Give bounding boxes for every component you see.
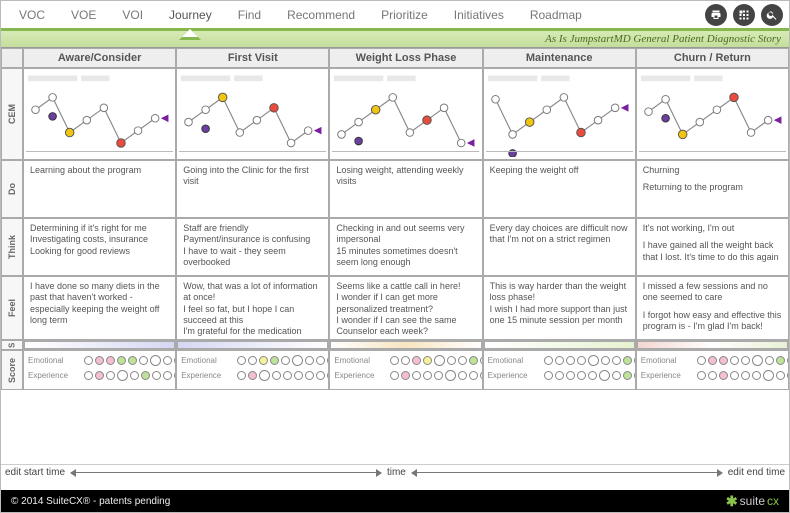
sense-cell-4 (636, 340, 789, 350)
footer: © 2014 SuiteCX® - patents pending ✱suite… (1, 490, 789, 512)
feel-cell-3[interactable]: This is way harder than the weight loss … (483, 276, 636, 340)
score-label-emo: Emotional (641, 354, 691, 367)
brand-logo: ✱suitecx (726, 493, 779, 510)
tab-initiatives[interactable]: Initiatives (442, 4, 516, 26)
col-head-3: Maintenance (483, 48, 636, 68)
time-label: time (387, 467, 406, 478)
edit-start-time[interactable]: edit start time (5, 467, 65, 478)
row-label-think: Think (1, 218, 23, 276)
tab-prioritize[interactable]: Prioritize (369, 4, 440, 26)
sense-cell-0 (23, 340, 176, 350)
feel-cell-0[interactable]: I have done so many diets in the past th… (23, 276, 176, 340)
tab-voi[interactable]: VOI (110, 4, 155, 26)
time-bar: edit start time time edit end time (1, 464, 789, 480)
score-label-emo: Emotional (181, 354, 231, 367)
row-label-do: Do (1, 160, 23, 218)
tab-voc[interactable]: VOC (7, 4, 57, 26)
edit-end-time[interactable]: edit end time (728, 467, 785, 478)
cem-cell-0[interactable] (23, 68, 176, 160)
sense-cell-1 (176, 340, 329, 350)
grid-corner (1, 48, 23, 68)
sense-cell-3 (483, 340, 636, 350)
story-title-band: As Is JumpstartMD General Patient Diagno… (1, 31, 789, 48)
do-cell-3[interactable]: Keeping the weight off (483, 160, 636, 218)
search-icon[interactable] (761, 4, 783, 26)
score-cell-2[interactable]: Emotional Experience (329, 350, 482, 390)
tab-roadmap[interactable]: Roadmap (518, 4, 594, 26)
do-cell-0[interactable]: Learning about the program (23, 160, 176, 218)
score-label-exp: Experience (488, 369, 538, 382)
think-cell-3[interactable]: Every day choices are difficult now that… (483, 218, 636, 276)
score-cell-1[interactable]: Emotional Experience (176, 350, 329, 390)
score-cell-0[interactable]: Emotional Experience (23, 350, 176, 390)
print-icon[interactable] (705, 4, 727, 26)
grid-icon[interactable] (733, 4, 755, 26)
feel-cell-4[interactable]: I missed a few sessions and no one seeme… (636, 276, 789, 340)
cem-cell-1[interactable] (176, 68, 329, 160)
journey-page: VOCVOEVOIJourneyFindRecommendPrioritizeI… (0, 0, 790, 513)
sense-cell-2 (329, 340, 482, 350)
timeline-line (71, 472, 381, 473)
do-cell-4[interactable]: ChurningReturning to the program (636, 160, 789, 218)
cem-cell-4[interactable] (636, 68, 789, 160)
tab-recommend[interactable]: Recommend (275, 4, 367, 26)
score-label-emo: Emotional (488, 354, 538, 367)
col-head-1: First Visit (176, 48, 329, 68)
score-label-exp: Experience (28, 369, 78, 382)
feel-cell-1[interactable]: Wow, that was a lot of information at on… (176, 276, 329, 340)
score-cell-3[interactable]: Emotional Experience (483, 350, 636, 390)
score-label-exp: Experience (181, 369, 231, 382)
row-label-score: Score (1, 350, 23, 390)
do-cell-2[interactable]: Losing weight, attending weekly visits (329, 160, 482, 218)
cem-cell-3[interactable] (483, 68, 636, 160)
col-head-4: Churn / Return (636, 48, 789, 68)
nav-tabs: VOCVOEVOIJourneyFindRecommendPrioritizeI… (7, 4, 594, 26)
score-label-emo: Emotional (334, 354, 384, 367)
tab-voe[interactable]: VOE (59, 4, 108, 26)
tab-find[interactable]: Find (226, 4, 273, 26)
cem-cell-2[interactable] (329, 68, 482, 160)
think-cell-4[interactable]: It's not working, I'm outI have gained a… (636, 218, 789, 276)
tab-journey[interactable]: Journey (157, 4, 224, 26)
score-label-exp: Experience (334, 369, 384, 382)
col-head-0: Aware/Consider (23, 48, 176, 68)
top-bar: VOCVOEVOIJourneyFindRecommendPrioritizeI… (1, 1, 789, 31)
timeline-line (412, 472, 722, 473)
think-cell-0[interactable]: Determining if it's right for meInvestig… (23, 218, 176, 276)
do-cell-1[interactable]: Going into the Clinic for the first visi… (176, 160, 329, 218)
row-label-cem: CEM (1, 68, 23, 160)
think-cell-1[interactable]: Staff are friendlyPayment/insurance is c… (176, 218, 329, 276)
copyright: © 2014 SuiteCX® - patents pending (11, 496, 170, 507)
feel-cell-2[interactable]: Seems like a cattle call in here!I wonde… (329, 276, 482, 340)
col-head-2: Weight Loss Phase (329, 48, 482, 68)
top-icons (705, 4, 783, 26)
score-cell-4[interactable]: Emotional Experience (636, 350, 789, 390)
score-label-exp: Experience (641, 369, 691, 382)
score-label-emo: Emotional (28, 354, 78, 367)
think-cell-2[interactable]: Checking in and out seems very impersona… (329, 218, 482, 276)
row-label-s: S (1, 340, 23, 350)
journey-grid: Aware/ConsiderFirst VisitWeight Loss Pha… (1, 48, 789, 464)
row-label-feel: Feel (1, 276, 23, 340)
